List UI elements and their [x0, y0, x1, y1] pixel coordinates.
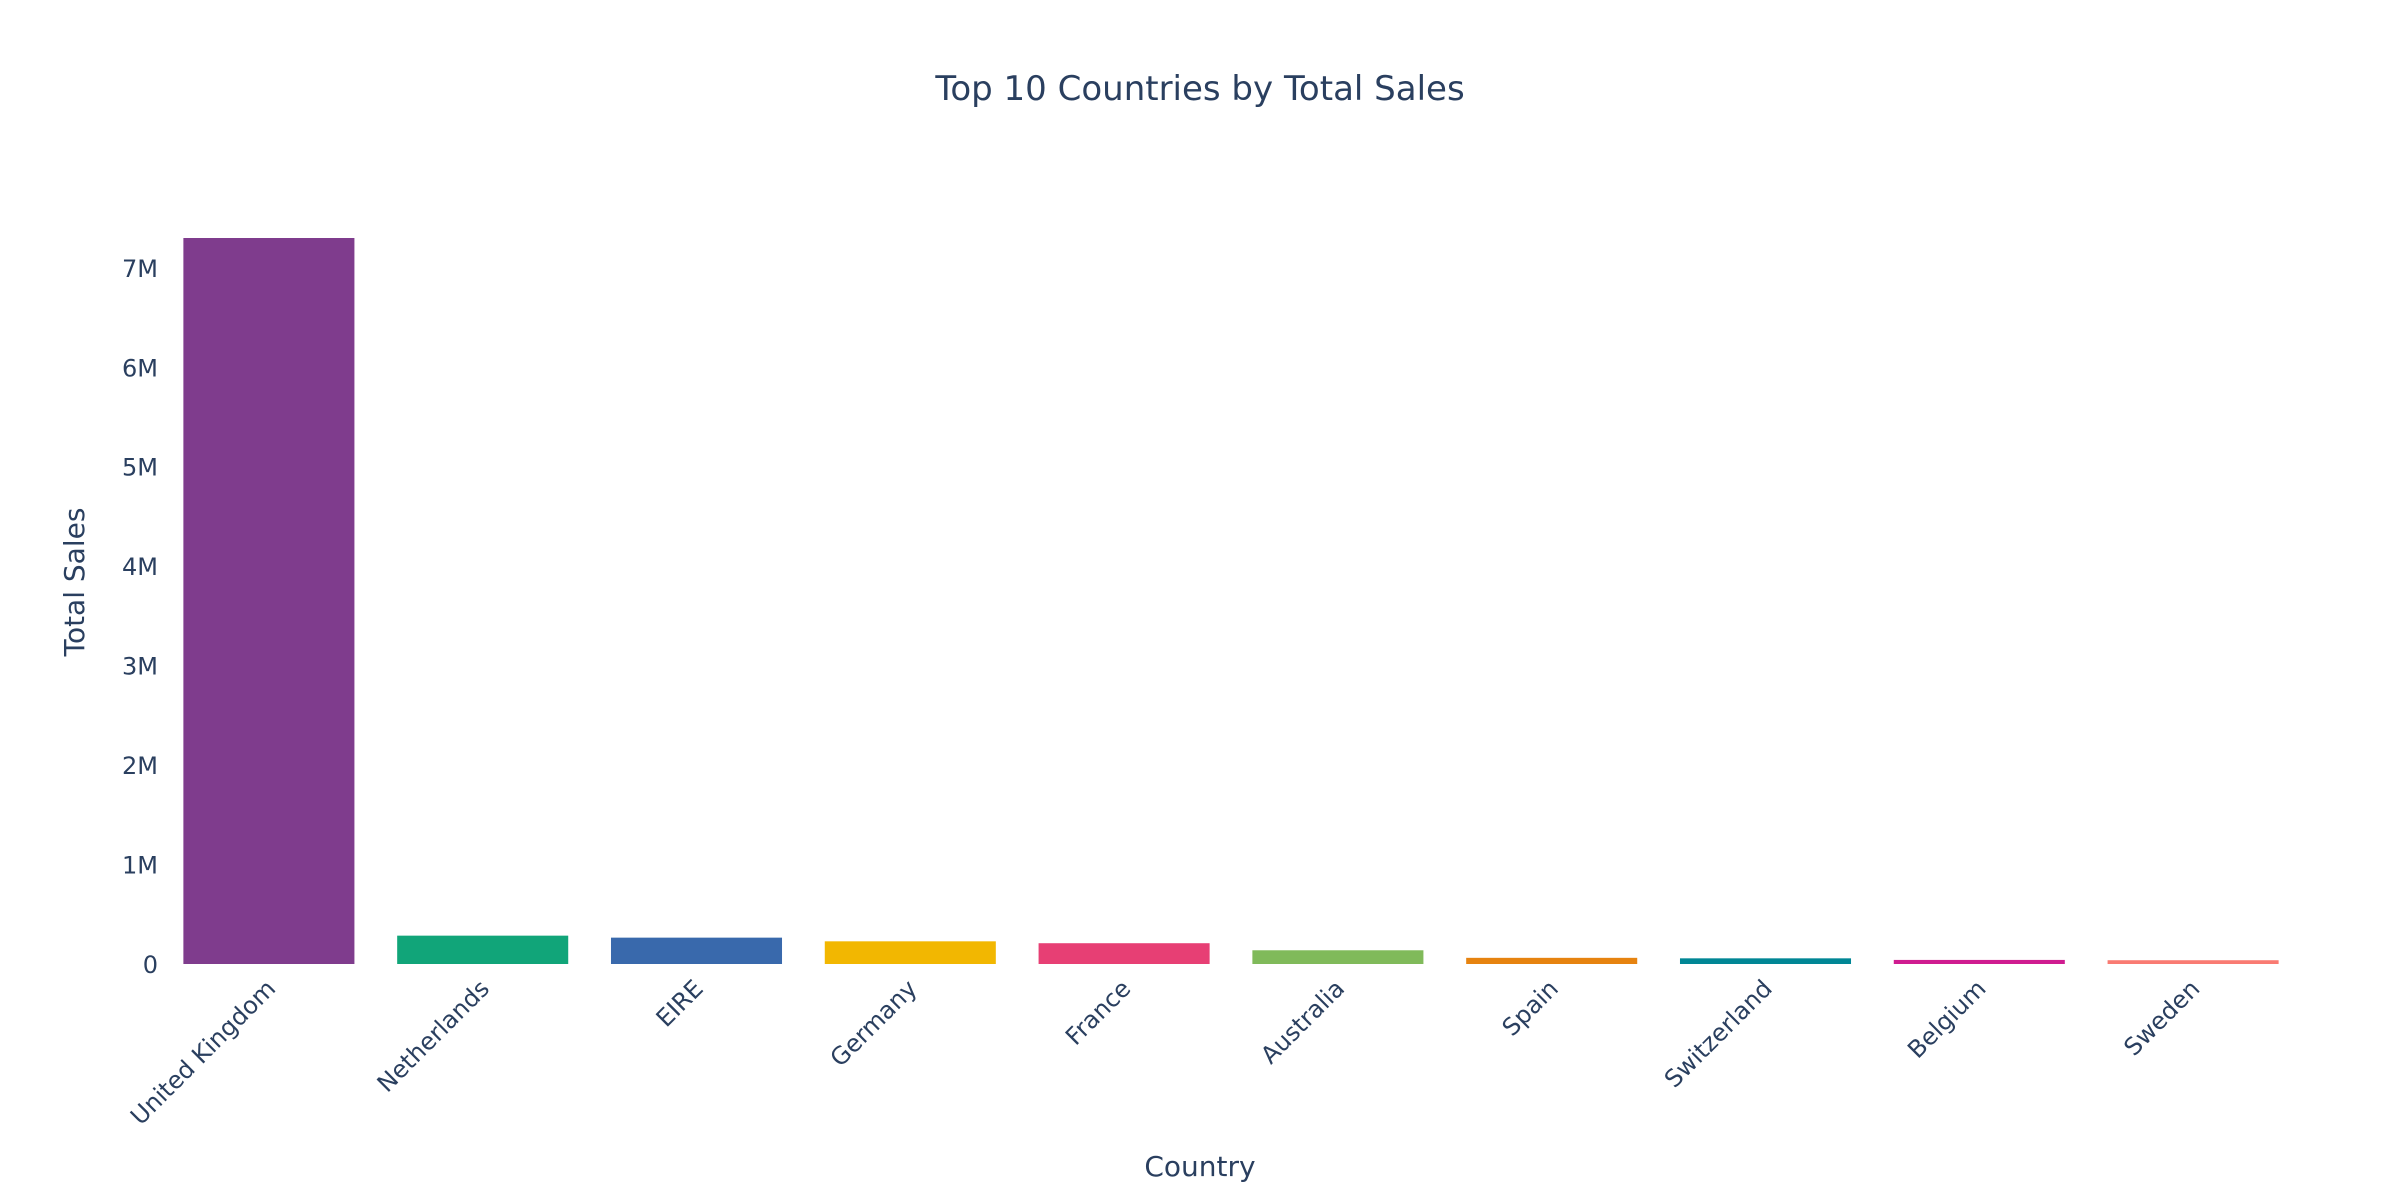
bar-netherlands[interactable]: [397, 935, 569, 964]
bar-spain[interactable]: [1466, 957, 1638, 964]
bar-united-kingdom[interactable]: [183, 238, 355, 964]
x-axis-title: Country: [1144, 1150, 1255, 1183]
bar-france[interactable]: [1038, 943, 1210, 964]
x-tick-label: EIRE: [651, 974, 709, 1032]
y-tick-label: 3M: [122, 653, 158, 681]
bars-group: [183, 238, 2279, 964]
y-tick-label: 7M: [122, 255, 158, 283]
x-tick-label: United Kingdom: [125, 974, 281, 1130]
chart-title: Top 10 Countries by Total Sales: [934, 69, 1464, 109]
y-tick-label: 0: [143, 951, 158, 979]
x-tick-label: Spain: [1497, 974, 1564, 1041]
y-axis-ticks: 0 1M 2M 3M 4M 5M 6M 7M: [122, 255, 158, 979]
bar-sweden[interactable]: [2107, 960, 2279, 964]
bar-switzerland[interactable]: [1679, 958, 1852, 964]
y-tick-label: 6M: [122, 354, 158, 382]
y-tick-label: 2M: [122, 752, 158, 780]
y-tick-label: 4M: [122, 553, 158, 581]
x-tick-label: Belgium: [1902, 974, 1991, 1063]
x-tick-label: Netherlands: [372, 974, 495, 1097]
x-tick-label: Switzerland: [1659, 974, 1778, 1093]
x-tick-label: Australia: [1255, 974, 1350, 1069]
x-tick-label: France: [1060, 974, 1136, 1050]
x-axis-ticks: United Kingdom Netherlands EIRE Germany Fran…: [125, 974, 2205, 1130]
bar-germany[interactable]: [824, 941, 996, 964]
y-axis-title: Total Sales: [58, 508, 91, 658]
y-tick-label: 1M: [122, 852, 158, 880]
bar-eire[interactable]: [610, 937, 783, 964]
y-tick-label: 5M: [122, 454, 158, 482]
bar-australia[interactable]: [1252, 950, 1424, 964]
bar-belgium[interactable]: [1893, 959, 2065, 964]
x-tick-label: Sweden: [2118, 974, 2205, 1061]
x-tick-label: Germany: [825, 974, 923, 1072]
